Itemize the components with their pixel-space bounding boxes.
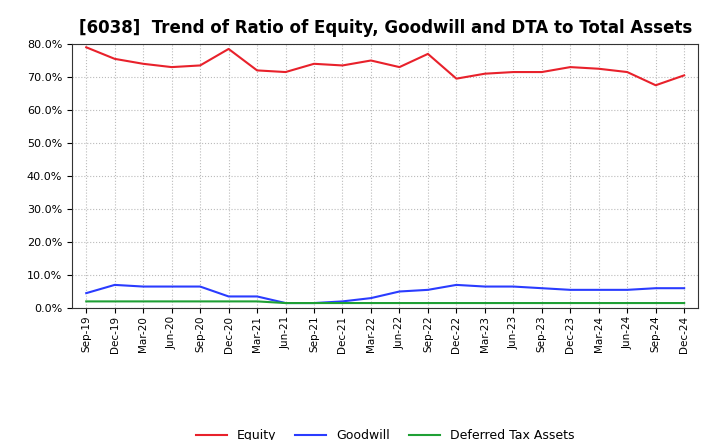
Deferred Tax Assets [82, 299, 91, 304]
Deferred Tax Assets [167, 299, 176, 304]
Title: [6038]  Trend of Ratio of Equity, Goodwill and DTA to Total Assets: [6038] Trend of Ratio of Equity, Goodwil… [78, 19, 692, 37]
Line: Goodwill: Goodwill [86, 285, 684, 303]
Goodwill [623, 287, 631, 293]
Deferred Tax Assets [310, 301, 318, 306]
Equity [623, 70, 631, 75]
Equity [423, 51, 432, 56]
Goodwill [225, 294, 233, 299]
Deferred Tax Assets [196, 299, 204, 304]
Equity [139, 61, 148, 66]
Equity [452, 76, 461, 81]
Equity [110, 56, 119, 62]
Goodwill [566, 287, 575, 293]
Deferred Tax Assets [282, 301, 290, 306]
Equity [253, 68, 261, 73]
Goodwill [167, 284, 176, 289]
Equity [338, 63, 347, 68]
Deferred Tax Assets [595, 301, 603, 306]
Goodwill [680, 286, 688, 291]
Line: Deferred Tax Assets: Deferred Tax Assets [86, 301, 684, 303]
Equity [167, 64, 176, 70]
Goodwill [595, 287, 603, 293]
Goodwill [423, 287, 432, 293]
Goodwill [480, 284, 489, 289]
Goodwill [110, 282, 119, 288]
Equity [509, 70, 518, 75]
Goodwill [196, 284, 204, 289]
Equity [282, 70, 290, 75]
Deferred Tax Assets [537, 301, 546, 306]
Line: Equity: Equity [86, 47, 684, 85]
Goodwill [338, 299, 347, 304]
Equity [366, 58, 375, 63]
Goodwill [139, 284, 148, 289]
Equity [395, 64, 404, 70]
Equity [196, 63, 204, 68]
Deferred Tax Assets [110, 299, 119, 304]
Goodwill [366, 296, 375, 301]
Deferred Tax Assets [652, 301, 660, 306]
Legend: Equity, Goodwill, Deferred Tax Assets: Equity, Goodwill, Deferred Tax Assets [191, 424, 580, 440]
Deferred Tax Assets [480, 301, 489, 306]
Equity [566, 64, 575, 70]
Deferred Tax Assets [452, 301, 461, 306]
Equity [680, 73, 688, 78]
Goodwill [509, 284, 518, 289]
Equity [537, 70, 546, 75]
Goodwill [253, 294, 261, 299]
Deferred Tax Assets [253, 299, 261, 304]
Deferred Tax Assets [225, 299, 233, 304]
Deferred Tax Assets [680, 301, 688, 306]
Goodwill [452, 282, 461, 288]
Deferred Tax Assets [566, 301, 575, 306]
Goodwill [537, 286, 546, 291]
Deferred Tax Assets [395, 301, 404, 306]
Equity [595, 66, 603, 71]
Equity [480, 71, 489, 76]
Deferred Tax Assets [509, 301, 518, 306]
Equity [82, 44, 91, 50]
Equity [225, 46, 233, 51]
Deferred Tax Assets [139, 299, 148, 304]
Equity [310, 61, 318, 66]
Equity [652, 83, 660, 88]
Goodwill [282, 301, 290, 306]
Deferred Tax Assets [338, 301, 347, 306]
Deferred Tax Assets [623, 301, 631, 306]
Deferred Tax Assets [366, 301, 375, 306]
Goodwill [395, 289, 404, 294]
Deferred Tax Assets [423, 301, 432, 306]
Goodwill [652, 286, 660, 291]
Goodwill [310, 301, 318, 306]
Goodwill [82, 290, 91, 296]
